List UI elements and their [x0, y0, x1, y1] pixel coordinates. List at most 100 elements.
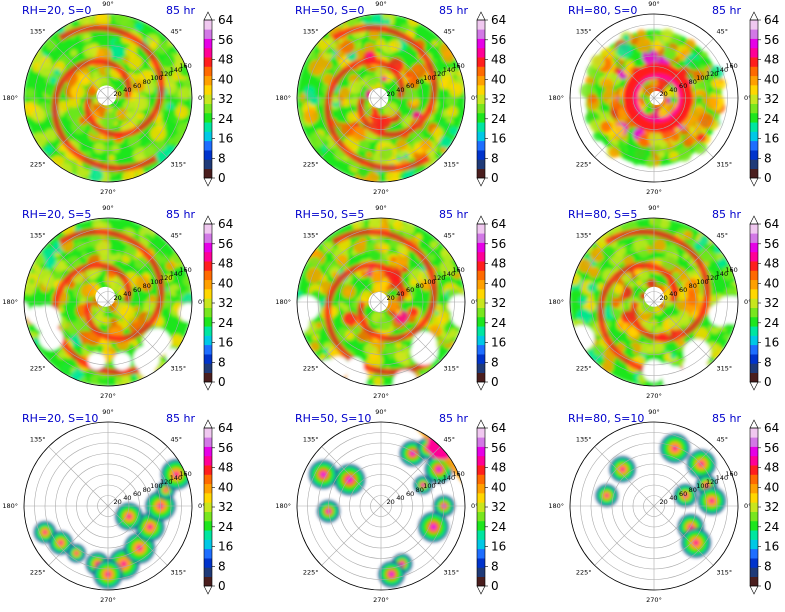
radial-tick-label: 60 [406, 286, 414, 294]
radial-tick-label: 20 [114, 498, 122, 506]
angle-tick-label: 180° [275, 94, 291, 102]
angle-tick-label: 0° [471, 298, 478, 306]
angle-tick-label: 270° [646, 188, 662, 196]
colorbar-tick-label: 32 [764, 500, 779, 514]
colorbar-tick-label: 64 [491, 421, 506, 435]
radial-tick-label: 100 [423, 74, 435, 82]
polar-panel: RH=50, S=10 85 hr 20 40 60 80 100 120 140 160 0° 45… [273, 408, 535, 612]
colorbar-tick-label: 40 [764, 276, 779, 290]
panel-title: RH=20, S=5 [22, 208, 92, 221]
colorbar-tick-label: 40 [764, 480, 779, 494]
angle-tick-label: 45° [171, 28, 183, 36]
angle-tick-label: 180° [2, 94, 18, 102]
polar-grid [296, 13, 466, 183]
radial-tick-label: 20 [387, 90, 395, 98]
colorbar-tick-label: 56 [218, 33, 233, 47]
colorbar-tick-label: 0 [764, 375, 772, 389]
angle-tick-label: 0° [744, 502, 751, 510]
colorbar-tick-label: 16 [764, 336, 779, 350]
colorbar-tick-label: 48 [764, 257, 779, 271]
radial-tick-label: 120 [433, 478, 445, 486]
polar-grid [569, 217, 739, 387]
radial-tick-label: 120 [433, 274, 445, 282]
angle-tick-label: 90° [648, 408, 660, 416]
radial-tick-label: 80 [416, 282, 424, 290]
radial-tick-label: 80 [143, 282, 151, 290]
angle-tick-label: 225° [30, 161, 46, 169]
angle-tick-label: 225° [576, 365, 592, 373]
colorbar-tick-label: 16 [218, 540, 233, 554]
colorbar-tick-label: 32 [764, 296, 779, 310]
radial-tick-label: 40 [396, 494, 404, 502]
panel-title: RH=80, S=10 [568, 412, 645, 425]
angle-tick-label: 135° [303, 436, 319, 444]
colorbar-tick-label: 8 [764, 355, 772, 369]
angle-tick-label: 90° [648, 204, 660, 212]
colorbar-tick-label: 16 [764, 132, 779, 146]
polar-panel: RH=20, S=0 85 hr 20 40 60 80 100 120 140 160 0° 45°… [0, 0, 262, 204]
angle-tick-label: 45° [171, 232, 183, 240]
colorbar-tick-label: 32 [218, 500, 233, 514]
colorbar-tick-label: 56 [218, 237, 233, 251]
colorbar-tick-label: 40 [218, 480, 233, 494]
colorbar-tick-label: 0 [218, 375, 226, 389]
radial-tick-label: 40 [669, 494, 677, 502]
angle-tick-label: 45° [171, 436, 183, 444]
angle-tick-label: 90° [375, 408, 387, 416]
colorbar-tick-label: 24 [218, 520, 233, 534]
colorbar-tick-label: 48 [764, 461, 779, 475]
radial-tick-label: 120 [706, 70, 718, 78]
radial-tick-label: 40 [123, 290, 131, 298]
radial-tick-label: 140 [716, 270, 728, 278]
angle-tick-label: 225° [30, 569, 46, 577]
radial-tick-label: 160 [179, 266, 191, 274]
radial-tick-label: 140 [716, 66, 728, 74]
radial-tick-label: 140 [170, 270, 182, 278]
colorbar-tick-label: 0 [218, 171, 226, 185]
panel-time-label: 85 hr [439, 412, 468, 425]
radial-tick-label: 140 [443, 270, 455, 278]
colorbar-tick-label: 0 [218, 579, 226, 593]
radial-tick-label: 140 [170, 474, 182, 482]
colorbar-tick-label: 56 [491, 441, 506, 455]
colorbar-tick-label: 24 [764, 112, 779, 126]
colorbar-tick-label: 16 [491, 540, 506, 554]
angle-tick-label: 225° [576, 569, 592, 577]
radial-tick-label: 60 [133, 286, 141, 294]
angle-tick-label: 0° [198, 298, 205, 306]
colorbar-tick-label: 64 [764, 421, 779, 435]
panel-title: RH=20, S=0 [22, 4, 92, 17]
angle-tick-label: 135° [30, 436, 46, 444]
colorbar-tick-label: 64 [218, 13, 233, 27]
colorbar: 0 8 16 24 32 40 48 56 64 [203, 215, 233, 391]
colorbar: 0 8 16 24 32 40 48 56 64 [203, 11, 233, 187]
radial-tick-label: 80 [143, 78, 151, 86]
angle-tick-label: 315° [171, 569, 187, 577]
panel-title: RH=50, S=0 [295, 4, 365, 17]
polar-grid [296, 421, 466, 591]
colorbar-tick-label: 56 [764, 33, 779, 47]
angle-tick-label: 90° [102, 0, 114, 8]
radial-tick-label: 100 [696, 278, 708, 286]
panel-time-label: 85 hr [712, 412, 741, 425]
radial-tick-label: 40 [396, 290, 404, 298]
colorbar-tick-label: 0 [491, 171, 499, 185]
colorbar-tick-label: 0 [764, 171, 772, 185]
colorbar: 0 8 16 24 32 40 48 56 64 [749, 11, 779, 187]
angle-tick-label: 225° [303, 365, 319, 373]
polar-panel: RH=80, S=10 85 hr 20 40 60 80 100 120 140 160 0° 45… [546, 408, 785, 612]
colorbar-tick-label: 48 [491, 53, 506, 67]
colorbar-tick-label: 48 [218, 257, 233, 271]
angle-tick-label: 135° [303, 232, 319, 240]
colorbar-tick-label: 48 [764, 53, 779, 67]
radial-tick-label: 160 [179, 62, 191, 70]
colorbar-tick-label: 56 [218, 441, 233, 455]
colorbar-tick-label: 40 [218, 276, 233, 290]
polar-panel: RH=80, S=5 85 hr 20 40 60 80 100 120 140 160 0° 45°… [546, 204, 785, 408]
colorbar-tick-label: 56 [764, 441, 779, 455]
colorbar-tick-label: 48 [218, 53, 233, 67]
radial-tick-label: 120 [706, 478, 718, 486]
